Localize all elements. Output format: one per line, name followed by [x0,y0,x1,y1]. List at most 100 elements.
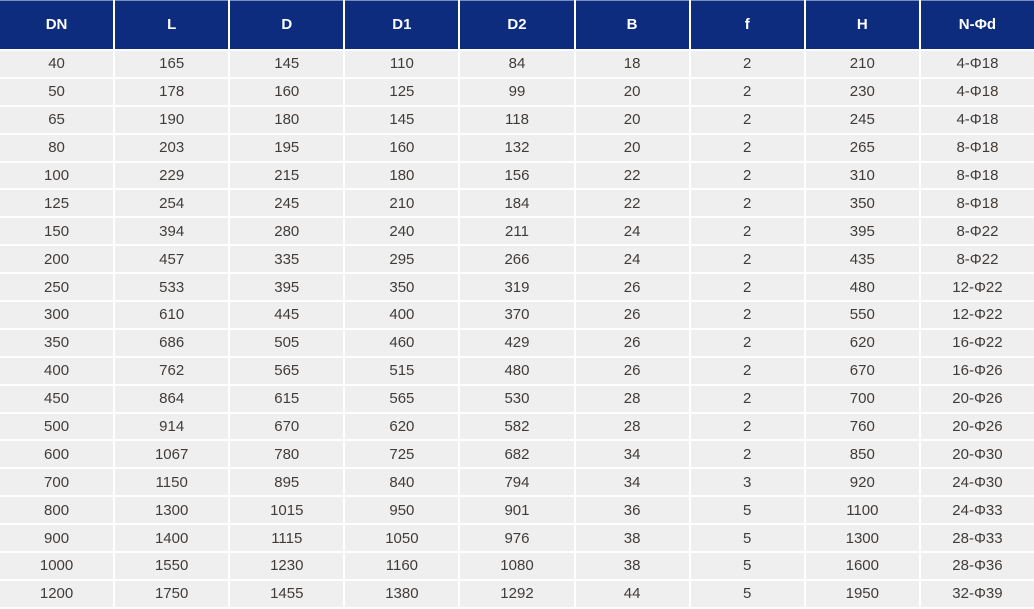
table-cell: 110 [345,51,459,77]
table-cell: 26 [575,274,689,301]
table-cell: 670 [805,357,919,384]
table-cell: 920 [805,469,919,496]
table-cell: 160 [230,78,344,105]
table-cell: 180 [230,106,344,133]
table-cell: 620 [805,329,919,356]
table-cell: 22 [575,190,689,217]
table-cell: 8-Φ18 [920,190,1034,217]
table-cell: 686 [115,329,229,356]
table-cell: 800 [0,497,114,524]
table-cell: 24-Φ30 [920,469,1034,496]
table-cell: 20-Φ26 [920,385,1034,412]
table-cell: 1115 [230,525,344,552]
table-cell: 300 [0,302,114,328]
table-cell: 12-Φ22 [920,274,1034,301]
table-cell: 445 [230,302,344,328]
table-cell: 24 [575,246,689,273]
table-cell: 5 [690,580,804,607]
table-cell: 2 [690,162,804,189]
table-cell: 435 [805,246,919,273]
table-cell: 2 [690,246,804,273]
table-cell: 1067 [115,441,229,468]
table-cell: 1300 [805,525,919,552]
table-cell: 1400 [115,525,229,552]
table-cell: 450 [0,385,114,412]
table-cell: 850 [805,441,919,468]
table-cell: 20 [575,106,689,133]
table-cell: 335 [230,246,344,273]
table-cell: 1150 [115,469,229,496]
table-cell: 34 [575,469,689,496]
table-cell: 36 [575,497,689,524]
table-cell: 8-Φ18 [920,162,1034,189]
table-cell: 400 [0,357,114,384]
column-header: B [575,0,689,49]
table-cell: 1380 [345,580,459,607]
table-cell: 150 [0,218,114,245]
table-cell: 1160 [345,553,459,579]
column-header: N-Φd [920,0,1034,49]
table-cell: 34 [575,441,689,468]
table-cell: 400 [345,302,459,328]
column-header: DN [0,0,114,49]
table-cell: 565 [345,385,459,412]
table-cell: 266 [460,246,574,273]
table-cell: 16-Φ26 [920,357,1034,384]
table-cell: 24-Φ33 [920,497,1034,524]
table-cell: 1100 [805,497,919,524]
table-cell: 840 [345,469,459,496]
table-cell: 615 [230,385,344,412]
table-cell: 28-Φ36 [920,553,1034,579]
table-cell: 211 [460,218,574,245]
table-cell: 210 [345,190,459,217]
table-cell: 12-Φ22 [920,302,1034,328]
table-cell: 2 [690,190,804,217]
table-cell: 500 [0,413,114,440]
table-cell: 65 [0,106,114,133]
table-cell: 725 [345,441,459,468]
table-cell: 901 [460,497,574,524]
table-cell: 80 [0,134,114,161]
table-cell: 230 [805,78,919,105]
table-cell: 84 [460,51,574,77]
table-cell: 2 [690,413,804,440]
table-cell: 565 [230,357,344,384]
table-cell: 670 [230,413,344,440]
table-cell: 8-Φ22 [920,218,1034,245]
table-cell: 429 [460,329,574,356]
table-cell: 794 [460,469,574,496]
table-cell: 40 [0,51,114,77]
table-cell: 229 [115,162,229,189]
table-cell: 1750 [115,580,229,607]
table-cell: 350 [0,329,114,356]
table-cell: 762 [115,357,229,384]
table-cell: 600 [0,441,114,468]
table-cell: 20-Φ26 [920,413,1034,440]
table-cell: 1950 [805,580,919,607]
table-cell: 38 [575,553,689,579]
table-cell: 28-Φ33 [920,525,1034,552]
table-cell: 895 [230,469,344,496]
table-cell: 460 [345,329,459,356]
table-cell: 350 [345,274,459,301]
table-cell: 165 [115,51,229,77]
table-cell: 976 [460,525,574,552]
table-cell: 44 [575,580,689,607]
table-cell: 132 [460,134,574,161]
table-cell: 2 [690,302,804,328]
table-cell: 210 [805,51,919,77]
table-cell: 265 [805,134,919,161]
column-header: f [690,0,804,49]
table-cell: 20-Φ30 [920,441,1034,468]
column-header: H [805,0,919,49]
table-cell: 28 [575,413,689,440]
table-cell: 700 [805,385,919,412]
table-cell: 195 [230,134,344,161]
table-cell: 178 [115,78,229,105]
table-cell: 245 [230,190,344,217]
table-cell: 1300 [115,497,229,524]
table-cell: 180 [345,162,459,189]
table-cell: 200 [0,246,114,273]
table-cell: 32-Φ39 [920,580,1034,607]
